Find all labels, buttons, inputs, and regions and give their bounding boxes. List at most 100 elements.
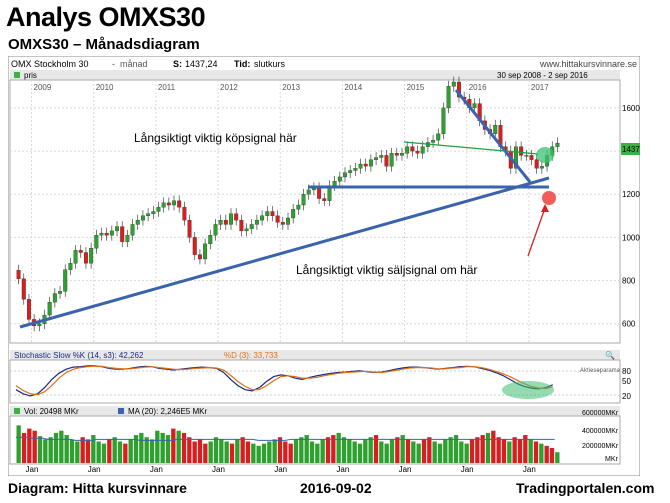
volume-bar <box>277 437 283 463</box>
x-tick-label: Jan <box>26 465 39 474</box>
volume-bar <box>368 437 373 463</box>
candle <box>358 163 363 169</box>
candle <box>513 146 518 169</box>
candle <box>120 226 125 242</box>
candle <box>249 224 254 229</box>
candle <box>109 230 114 236</box>
volume-bar <box>197 439 203 463</box>
candle <box>374 157 379 160</box>
stoch-tick-50: 50 <box>622 377 631 386</box>
candle <box>555 142 560 147</box>
vol-label: Vol: 20498 MKr <box>24 407 79 416</box>
candle <box>47 301 52 316</box>
legend-swatch <box>14 72 20 78</box>
x-tick-label: Jan <box>212 465 225 474</box>
volume-bar <box>411 441 416 463</box>
volume-bar <box>267 441 272 463</box>
candle <box>451 81 456 87</box>
year-label: 2014 <box>344 83 362 92</box>
candle <box>270 211 275 216</box>
year-label: 2015 <box>407 83 425 92</box>
volume-bar <box>117 441 123 463</box>
candle <box>415 150 420 154</box>
volume-bar <box>331 435 336 463</box>
candle <box>260 215 265 221</box>
volume-bar <box>43 439 48 463</box>
sell-annotation: Långsiktigt viktig säljsignal om här <box>296 263 477 277</box>
footer-site: Tradingportalen.com <box>516 480 655 496</box>
vol-ma-label: MA (20): 2,246E5 MKr <box>128 407 207 416</box>
candle <box>348 170 353 173</box>
candle <box>322 198 327 201</box>
volume-bar <box>155 430 160 463</box>
volume-bar <box>48 437 53 463</box>
x-tick-label: Jan <box>274 465 287 474</box>
candle <box>73 250 78 264</box>
candle <box>172 200 176 206</box>
candle <box>368 159 373 167</box>
volume-bar <box>160 432 165 463</box>
candle <box>115 226 119 232</box>
candle <box>94 235 99 249</box>
vol-tick-0: MKr <box>605 456 619 463</box>
candle <box>104 232 109 236</box>
volume-bar <box>219 439 224 463</box>
candle <box>187 219 192 238</box>
y-tick-label: 600 <box>622 320 636 329</box>
candle <box>140 215 145 221</box>
candle <box>301 194 306 206</box>
volume-bar <box>320 439 325 463</box>
x-tick-label: Jan <box>523 465 536 474</box>
candle <box>265 211 270 216</box>
y-tick-label: 1000 <box>622 233 640 242</box>
volume-bar <box>107 439 112 463</box>
chart-period: månad <box>120 59 148 69</box>
volume-bar <box>379 441 384 463</box>
chart-svg: OMX Stockholm 30 - månad S: 1437,24 Tid:… <box>7 55 641 477</box>
volume-bar <box>101 443 107 463</box>
y-tick-label: 1200 <box>622 190 640 199</box>
date-range: 30 sep 2008 - 2 sep 2016 <box>497 71 588 80</box>
stoch-label: Stochastic Slow %K (14, s3): 42,262 <box>14 351 144 360</box>
candle <box>63 269 68 292</box>
volume-bar <box>96 441 101 463</box>
year-label: 2012 <box>220 83 238 92</box>
candle <box>410 146 415 152</box>
candle <box>68 263 73 270</box>
volume-bar <box>21 432 27 463</box>
chart-s-label: S: <box>173 59 182 69</box>
volume-bar <box>224 441 229 463</box>
y-tick-label: 800 <box>622 277 636 286</box>
candle <box>539 166 544 169</box>
candle <box>286 217 290 225</box>
volume-bar <box>59 430 64 463</box>
zoom-icon[interactable]: 🔍 <box>605 350 615 360</box>
volume-bar <box>176 430 181 463</box>
volume-bar <box>459 441 464 463</box>
candle <box>306 189 311 195</box>
candle <box>37 323 42 327</box>
candle <box>234 213 239 221</box>
candle <box>275 215 280 223</box>
volume-bar <box>149 439 155 463</box>
candle <box>384 155 389 167</box>
candle <box>192 237 197 255</box>
buy-annotation: Långsiktigt viktig köpsignal här <box>134 131 297 145</box>
stoch-tick-20: 20 <box>622 392 631 401</box>
candle <box>436 133 441 141</box>
volume-bar <box>187 437 192 463</box>
candle <box>146 213 151 216</box>
candle <box>203 243 208 260</box>
volume-bar <box>213 437 219 463</box>
candle <box>177 200 182 208</box>
year-label: 2017 <box>531 83 549 92</box>
volume-bar <box>475 437 480 463</box>
candle <box>534 159 539 169</box>
volume-bar <box>293 439 299 463</box>
volume-bar <box>144 437 149 463</box>
candle <box>223 219 228 225</box>
candle <box>296 204 301 210</box>
volume-bar <box>133 435 139 463</box>
candle <box>166 202 171 206</box>
volume-bar <box>347 439 352 463</box>
